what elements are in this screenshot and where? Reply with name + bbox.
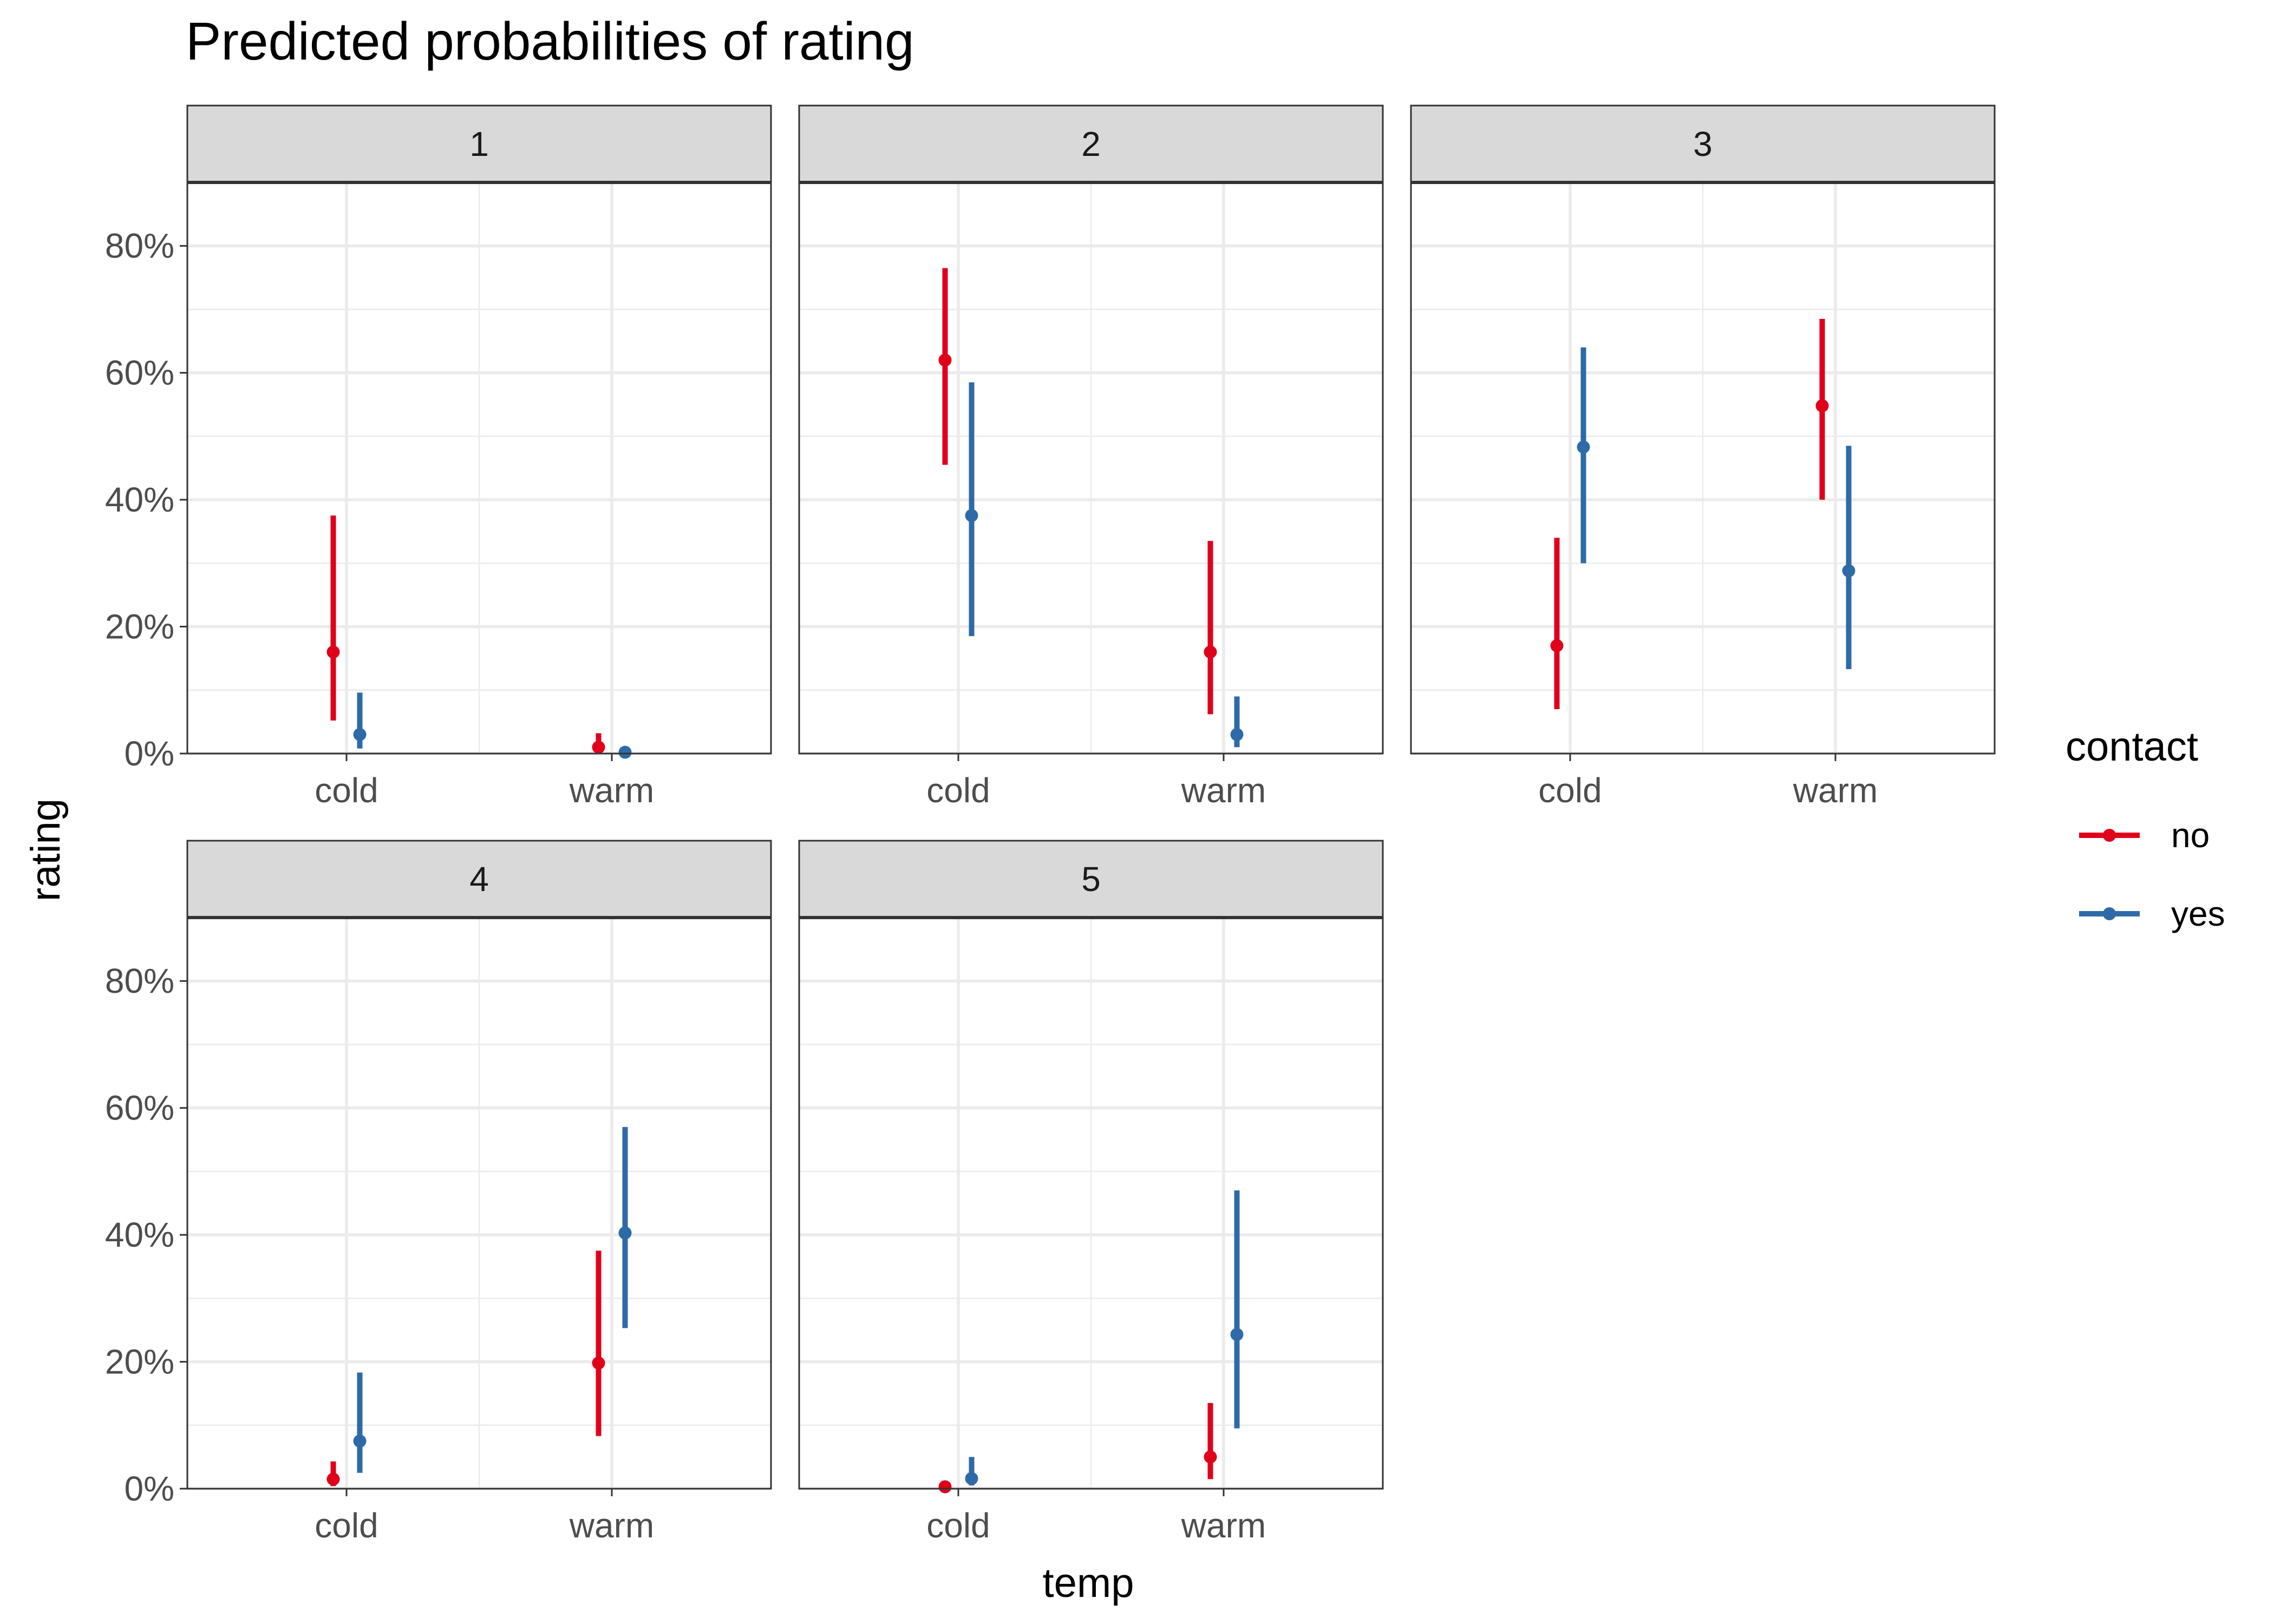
y-tick-label: 60% [105, 353, 174, 392]
y-axis-title: rating [23, 798, 69, 901]
data-point [592, 741, 605, 754]
data-point [353, 1435, 367, 1448]
data-point [965, 1472, 978, 1485]
legend-label: no [2171, 816, 2210, 855]
data-point [1577, 440, 1590, 454]
facet-panel-3: 3 cold warm [1410, 104, 1996, 810]
data-point [965, 509, 978, 522]
data-point [1204, 1450, 1217, 1464]
legend-title: contact [2066, 724, 2198, 770]
facet-strip-label: 4 [469, 860, 489, 899]
y-tick-label: 40% [105, 480, 174, 519]
legend-label: yes [2171, 894, 2225, 933]
data-point [1230, 728, 1244, 741]
legend-key-point [2103, 907, 2116, 920]
x-tick-label: cold [926, 1506, 990, 1545]
x-tick-label: warm [1181, 771, 1266, 810]
x-tick-label: warm [1793, 771, 1878, 810]
y-tick-label: 60% [105, 1089, 174, 1128]
data-point [938, 1480, 952, 1494]
data-point [938, 353, 952, 367]
y-tick-label: 80% [105, 961, 174, 1000]
facet-panel-2: 2 cold warm [798, 104, 1384, 810]
data-point [1815, 399, 1829, 412]
x-tick-label: cold [1538, 771, 1602, 810]
y-tick-label: 20% [105, 1343, 174, 1381]
data-point [592, 1356, 605, 1370]
data-point [618, 745, 632, 759]
x-tick-label: cold [315, 1506, 378, 1545]
facet-strip-label: 5 [1081, 860, 1101, 899]
x-axis-title: temp [1043, 1560, 1134, 1606]
y-tick-label: 0% [125, 1469, 175, 1508]
data-point [1204, 645, 1217, 659]
data-point [326, 645, 340, 659]
legend: contact no yes [2066, 724, 2225, 933]
data-point [618, 1226, 632, 1240]
data-point [1550, 639, 1564, 652]
legend-item-no: no [2079, 816, 2210, 855]
y-tick-label: 0% [125, 734, 175, 773]
facet-strip [798, 840, 1384, 919]
legend-key-point [2103, 829, 2116, 842]
y-tick-label: 80% [105, 226, 174, 265]
facet-strip-label: 1 [469, 125, 489, 163]
x-tick-label: warm [569, 1506, 654, 1545]
facet-strip [798, 104, 1384, 184]
data-point [326, 1472, 340, 1486]
facet-panel-5: 5 cold warm [798, 840, 1384, 1545]
data-point [1230, 1328, 1244, 1341]
facet-panel-4: 4 cold warm 0% 20% 40% 60% 80% [105, 840, 772, 1545]
x-tick-label: warm [1181, 1506, 1266, 1545]
x-tick-label: warm [569, 771, 654, 810]
x-tick-label: cold [926, 771, 990, 810]
facet-strip [186, 840, 772, 919]
data-point [1842, 564, 1855, 578]
facet-strip-label: 2 [1081, 125, 1101, 163]
data-point [353, 728, 367, 741]
facet-panel-1: 1 cold warm 0% 20% 40% 60% 80% [105, 104, 772, 810]
facet-strip [186, 104, 772, 184]
facet-strip-label: 3 [1693, 125, 1713, 163]
chart-title: Predicted probabilities of rating [186, 11, 914, 71]
x-tick-label: cold [315, 771, 378, 810]
y-tick-label: 40% [105, 1215, 174, 1254]
legend-item-yes: yes [2079, 894, 2225, 933]
y-tick-label: 20% [105, 607, 174, 646]
